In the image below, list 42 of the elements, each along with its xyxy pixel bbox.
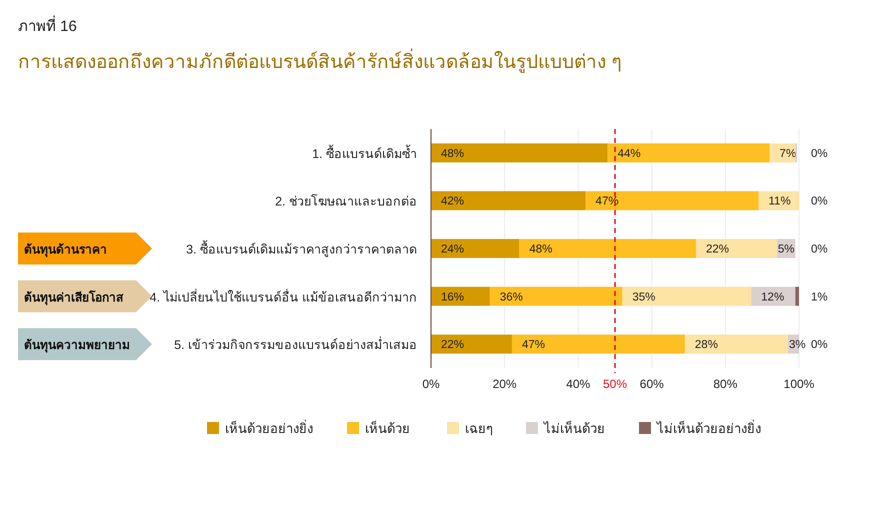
chart-title: การแสดงออกถึงความภักดีต่อแบรนด์สินค้ารักษ์สิ่งแวดล้อมในรูปแบบต่าง ๆ xyxy=(18,48,622,73)
data-label: 3% xyxy=(788,339,806,352)
data-label: 22% xyxy=(441,339,464,352)
x-tick-label: 20% xyxy=(492,377,517,391)
data-label: 7% xyxy=(780,148,796,160)
data-label: 36% xyxy=(500,291,523,304)
data-label: 0% xyxy=(811,244,828,256)
data-label: 5% xyxy=(778,244,795,256)
x-tick-label: 100% xyxy=(784,377,815,391)
data-label: 22% xyxy=(706,244,729,256)
ref-line-label: 50% xyxy=(602,377,628,391)
y-tick-label: 5. เข้าร่วมกิจกรรมของแบรนด์อย่างสม่ำเสมอ xyxy=(174,336,417,352)
data-label: 47% xyxy=(596,196,619,208)
legend-label: ไม่เห็นด้วยอย่างยิ่ง xyxy=(656,419,761,436)
data-label: 0% xyxy=(811,339,828,352)
text: ภาพที่ 16 xyxy=(18,15,77,35)
data-label: 1% xyxy=(811,291,828,304)
x-tick-label: 60% xyxy=(640,377,664,391)
y-tick-label: 3. ซื้อแบรนด์เดิมแม้ราคาสูงกว่าราคาตลาด xyxy=(186,240,417,258)
data-label: 35% xyxy=(632,291,656,304)
data-label: 12% xyxy=(761,291,784,304)
data-label: 47% xyxy=(522,339,545,352)
x-tick-label: 80% xyxy=(713,377,738,391)
data-label: 48% xyxy=(529,244,552,256)
data-label: 42% xyxy=(441,196,464,208)
data-label: 24% xyxy=(441,244,464,256)
y-tick-label: 2. ช่วยโฆษณาและบอกต่อ xyxy=(275,194,417,209)
legend-label: ไม่เห็นด้วย xyxy=(543,419,605,436)
data-label: 48% xyxy=(441,148,464,160)
data-label: 0% xyxy=(811,148,828,160)
x-tick-label: 0% xyxy=(422,377,440,391)
data-label: 16% xyxy=(441,291,464,304)
y-tick-label: 4. ไม่เปลี่ยนไปใช้แบรนด์อื่น แม้ข้อเสนอดีกว่ามาก xyxy=(150,288,417,304)
data-label: 28% xyxy=(694,339,718,352)
legend-label: เห็นด้วย xyxy=(365,419,410,436)
data-label: 44% xyxy=(618,148,641,160)
y-tick-label: 1. ซื้อแบรนด์เดิมซ้ำ xyxy=(312,144,417,161)
data-label: 0% xyxy=(811,196,828,208)
data-label: 11% xyxy=(768,196,791,208)
legend-label: เห็นด้วยอย่างยิ่ง xyxy=(225,419,313,436)
x-tick-label: 40% xyxy=(566,377,591,391)
legend-label: เฉยๆ xyxy=(465,421,493,436)
